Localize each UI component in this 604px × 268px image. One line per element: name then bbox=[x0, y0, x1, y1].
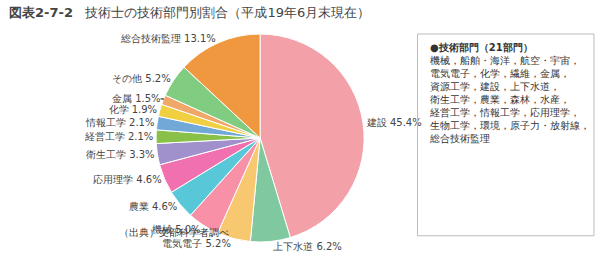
svg-text:図表2-7-2 技術士の技術部門別割合（平成19年6月末: 図表2-7-2 技術士の技術部門別割合（平成19年6月末現在） bbox=[9, 5, 370, 20]
svg-text:経営工学 2.1%: 経営工学 2.1% bbox=[84, 131, 154, 142]
svg-text:金属 1.5%: 金属 1.5% bbox=[112, 93, 161, 104]
svg-text:その他 5.2%: その他 5.2% bbox=[112, 73, 171, 84]
svg-text:上下水道 6.2%: 上下水道 6.2% bbox=[273, 241, 342, 252]
svg-text:農業 4.6%: 農業 4.6% bbox=[129, 201, 178, 212]
svg-text:電気電子 5.2%: 電気電子 5.2% bbox=[162, 238, 231, 249]
svg-text:（出典）文部科学者調べ: （出典）文部科学者調べ bbox=[119, 227, 229, 238]
svg-text:応用理学 4.6%: 応用理学 4.6% bbox=[93, 174, 162, 185]
svg-text:衛生工学 3.3%: 衛生工学 3.3% bbox=[86, 149, 155, 160]
svg-text:情報工学 2.1%: 情報工学 2.1% bbox=[85, 117, 155, 128]
svg-text:建設 45.4%: 建設 45.4% bbox=[366, 117, 422, 128]
svg-text:化学 1.9%: 化学 1.9% bbox=[109, 104, 158, 115]
svg-text:総合技術監理 13.1%: 総合技術監理 13.1% bbox=[120, 33, 216, 44]
svg-text:機械 5.0%: 機械 5.0% bbox=[152, 224, 201, 235]
svg-text:●技術部門（21部門）機械，船舶・海洋，航空・宇宙，電気電子: ●技術部門（21部門）機械，船舶・海洋，航空・宇宙，電気電子，化学，繊維，金属，… bbox=[429, 42, 590, 144]
